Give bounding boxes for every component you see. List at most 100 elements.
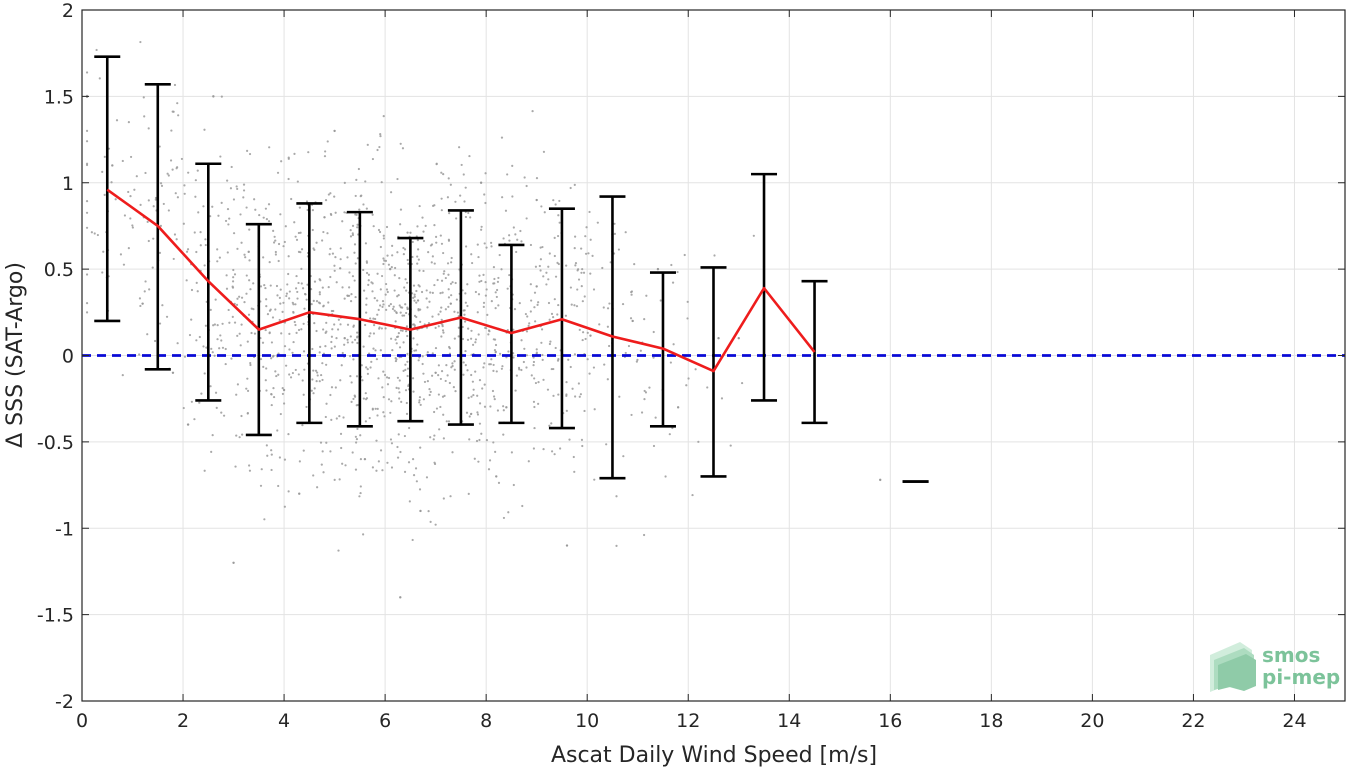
scatter-point xyxy=(483,242,486,245)
scatter-point xyxy=(101,170,104,173)
scatter-point xyxy=(437,393,440,396)
scatter-point xyxy=(346,323,350,326)
scatter-point xyxy=(274,250,277,254)
scatter-point xyxy=(442,413,445,416)
scatter-point xyxy=(579,393,582,396)
scatter-point xyxy=(270,393,273,396)
scatter-point xyxy=(434,371,437,374)
scatter-point xyxy=(506,173,509,176)
scatter-point xyxy=(213,354,216,357)
scatter-point xyxy=(236,247,239,250)
scatter-point xyxy=(576,288,579,291)
scatter-point xyxy=(391,244,394,248)
scatter-point xyxy=(324,199,328,202)
scatter-point xyxy=(301,287,305,290)
scatter-point xyxy=(478,280,481,283)
scatter-point xyxy=(511,195,514,198)
scatter-point xyxy=(253,332,257,335)
scatter-point xyxy=(494,291,497,294)
scatter-point xyxy=(183,184,186,187)
scatter-point xyxy=(608,344,611,348)
scatter-point xyxy=(399,223,402,226)
scatter-point xyxy=(429,436,432,439)
scatter-point xyxy=(211,351,214,354)
scatter-point xyxy=(322,305,325,308)
scatter-point xyxy=(581,444,584,448)
scatter-point xyxy=(171,168,174,171)
scatter-point xyxy=(421,216,424,219)
scatter-point xyxy=(366,143,369,146)
scatter-point xyxy=(230,165,233,169)
scatter-point xyxy=(482,273,485,276)
scatter-point xyxy=(542,378,545,381)
scatter-point xyxy=(371,466,375,469)
scatter-point xyxy=(263,518,266,521)
scatter-point xyxy=(630,293,633,296)
scatter-point xyxy=(245,206,248,209)
scatter-point xyxy=(556,234,560,238)
scatter-point xyxy=(525,330,529,333)
scatter-point xyxy=(477,460,480,463)
scatter-point xyxy=(339,258,342,261)
scatter-point xyxy=(102,250,105,253)
scatter-point xyxy=(418,401,421,404)
scatter-point xyxy=(419,403,422,407)
scatter-point xyxy=(249,363,252,367)
scatter-point xyxy=(433,462,437,466)
scatter-point xyxy=(211,434,214,437)
scatter-point xyxy=(359,457,362,461)
scatter-point xyxy=(339,267,342,270)
scatter-point xyxy=(588,372,591,375)
scatter-point xyxy=(500,268,503,271)
scatter-point xyxy=(346,338,349,341)
scatter-point xyxy=(533,291,537,294)
scatter-point xyxy=(323,216,326,219)
scatter-point xyxy=(482,366,485,369)
scatter-point xyxy=(514,233,517,236)
scatter-point xyxy=(344,464,347,467)
scatter-point xyxy=(359,491,362,495)
scatter-point xyxy=(495,370,498,373)
scatter-point xyxy=(287,177,290,181)
scatter-point xyxy=(529,310,532,313)
scatter-point xyxy=(402,369,405,372)
scatter-point xyxy=(492,363,495,367)
scatter-point xyxy=(382,237,385,240)
smos-pi-mep-logo: smos pi-mep xyxy=(1210,642,1340,692)
x-axis-ticks: 0 2 4 6 8 10 12 14 16 18 20 22 24 xyxy=(76,10,1307,732)
scatter-point xyxy=(388,267,392,271)
scatter-point xyxy=(403,248,407,251)
scatter-point xyxy=(197,211,200,214)
scatter-point xyxy=(110,181,113,184)
scatter-point xyxy=(371,157,375,161)
scatter-point xyxy=(443,394,446,397)
scatter-point xyxy=(364,392,367,395)
scatter-point xyxy=(375,439,378,442)
scatter-point xyxy=(580,438,584,441)
scatter-point xyxy=(212,324,215,327)
scatter-point xyxy=(225,274,228,277)
scatter-point xyxy=(429,520,432,523)
scatter-point xyxy=(330,386,334,389)
scatter-point xyxy=(292,310,295,314)
scatter-point xyxy=(385,308,388,311)
scatter-point xyxy=(353,279,356,282)
scatter-point xyxy=(432,438,435,441)
scatter-point xyxy=(559,447,562,450)
scatter-point xyxy=(472,393,475,397)
scatter-point xyxy=(195,281,198,284)
scatter-point xyxy=(652,444,656,448)
scatter-point xyxy=(325,402,328,405)
scatter-point xyxy=(397,433,400,436)
scatter-point xyxy=(476,243,479,246)
scatter-point xyxy=(315,380,318,383)
scatter-point xyxy=(381,469,384,472)
scatter-point xyxy=(643,318,646,321)
scatter-point xyxy=(548,318,551,321)
scatter-point xyxy=(138,353,141,356)
scatter-point xyxy=(364,323,367,327)
scatter-point xyxy=(411,240,414,244)
scatter-point xyxy=(316,371,319,374)
scatter-point xyxy=(483,193,486,196)
scatter-point xyxy=(282,301,285,304)
